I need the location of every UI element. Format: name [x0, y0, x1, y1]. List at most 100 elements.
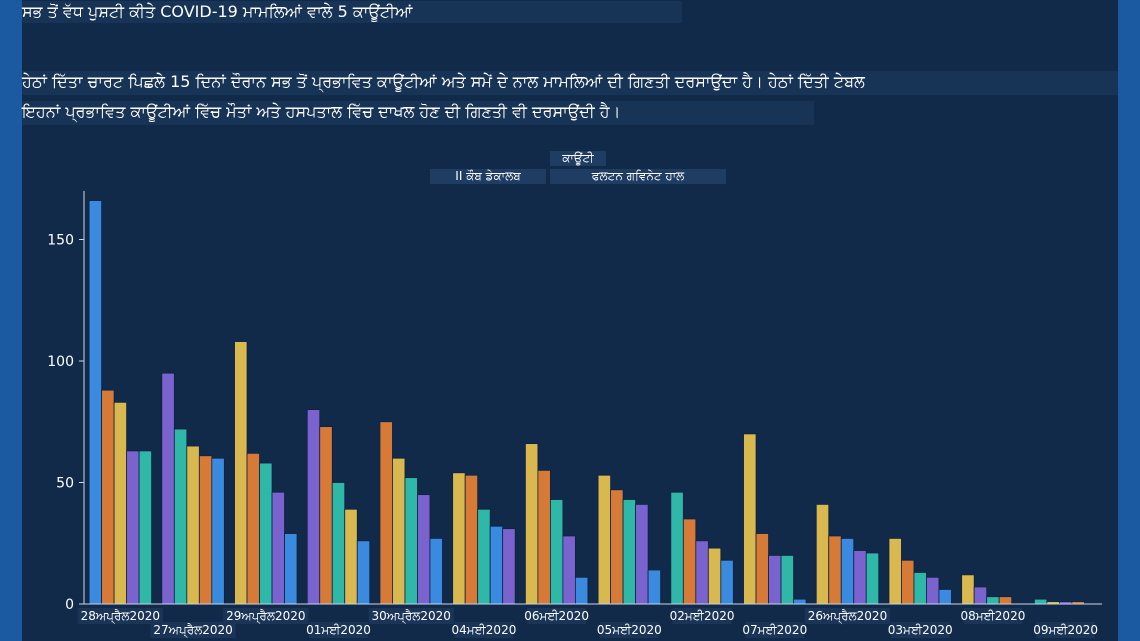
x-tick-label-bg	[804, 608, 891, 624]
bar	[429, 537, 443, 605]
x-tick-label-bg	[890, 622, 950, 638]
description-line-2: ਇਹਨਾਂ ਪ੍ਰਭਾਵਿਤ ਕਾਊਂਟੀਆਂ ਵਿੱਚ ਮੌਤਾਂ ਅਤੇ ਹ…	[22, 101, 814, 125]
bar	[815, 503, 830, 605]
bar	[926, 576, 940, 605]
bar	[986, 596, 1000, 605]
bar	[901, 559, 915, 605]
bar	[284, 533, 298, 605]
bar	[743, 433, 757, 605]
bar	[574, 576, 589, 605]
x-tick-label: 03ਮਈ2020	[888, 623, 953, 637]
x-tick-label-bg	[309, 622, 368, 638]
bar	[489, 525, 504, 605]
x-tick-label-bg	[368, 608, 454, 624]
bar	[913, 572, 927, 605]
bar	[973, 586, 988, 605]
x-tick-label: 26ਅਪ੍ਰੈਲ2020	[808, 609, 887, 624]
x-tick-label-bg	[745, 622, 805, 638]
page-heading: ਸਭ ਤੋਂ ਵੱਧ ਪੁਸ਼ਟੀ ਕੀਤੇ COVID-19 ਮਾਮਲਿਆਂ …	[22, 1, 682, 23]
x-tick-label: 05ਮਈ2020	[597, 623, 662, 637]
x-tick-label: 29ਅਪ੍ਰੈਲ2020	[226, 609, 305, 624]
x-tick-label: 07ਮਈ2020	[742, 623, 807, 637]
bar	[1033, 598, 1048, 605]
y-tick-label: 150	[47, 233, 74, 249]
x-tick-label-bg	[150, 622, 236, 638]
bar	[635, 503, 649, 605]
bar	[670, 491, 684, 605]
x-tick-label: 06ਮਈ2020	[524, 609, 589, 623]
bar	[198, 455, 213, 605]
y-tick-label: 50	[56, 476, 74, 492]
bar	[464, 474, 479, 605]
x-tick-label: 28ਅਪ੍ਰੈਲ2020	[81, 609, 160, 624]
x-tick-label: 02ਮਈ2020	[670, 609, 735, 623]
bar	[477, 508, 491, 605]
right-edge-band	[1118, 0, 1140, 641]
x-tick-label: 09ਮਈ2020	[1033, 623, 1098, 637]
bar	[562, 535, 576, 605]
bar	[720, 559, 734, 605]
bar	[186, 445, 200, 605]
bar	[88, 200, 103, 605]
bar	[271, 491, 285, 605]
bar	[101, 389, 115, 605]
x-tick-label: 30ਅਪ੍ਰੈਲ2020	[372, 609, 451, 624]
bar	[828, 535, 842, 605]
bar	[549, 499, 564, 605]
bar	[888, 537, 902, 605]
bar	[417, 494, 431, 605]
bar	[173, 428, 188, 605]
x-tick-label: 01ਮਈ2020	[306, 623, 371, 637]
x-tick-label: 04ਮਈ2020	[452, 623, 517, 637]
bar	[780, 555, 794, 605]
bar	[211, 457, 225, 605]
bar	[853, 550, 867, 605]
x-tick-label-bg	[963, 608, 1023, 624]
legend-entry-2[interactable]: ਫਲਟਨ ਗਵਿਨੇਟ ਹਾਲ	[550, 169, 726, 184]
x-tick-label-bg	[77, 608, 163, 624]
y-tick-label: 0	[65, 597, 74, 613]
bar	[840, 537, 855, 605]
bar	[647, 569, 662, 605]
bar	[793, 598, 807, 605]
x-tick-label-bg	[527, 608, 587, 624]
x-tick-label-bg	[1036, 622, 1096, 638]
chart-panel: ਸਭ ਤੋਂ ਵੱਧ ਪੁਸ਼ਟੀ ਕੀਤੇ COVID-19 ਮਾਮਲਿਆਂ …	[22, 0, 1118, 641]
x-tick-label: 08ਮਈ2020	[961, 609, 1026, 623]
bar	[622, 499, 637, 605]
bar	[707, 547, 722, 605]
x-tick-label-bg	[672, 608, 732, 624]
bar	[524, 443, 539, 605]
bar	[695, 540, 709, 605]
y-tick-label: 100	[47, 354, 74, 370]
bar	[319, 426, 333, 605]
bar	[768, 555, 782, 605]
x-tick-label-bg	[599, 622, 659, 638]
bar	[113, 401, 128, 605]
x-tick-label-bg	[223, 608, 309, 624]
bar	[259, 462, 273, 605]
bar	[356, 540, 371, 605]
bar	[138, 450, 153, 605]
bar	[610, 489, 624, 605]
bar	[452, 472, 466, 605]
bar	[404, 477, 418, 605]
bar	[682, 518, 697, 605]
bar	[597, 474, 612, 605]
bar-chart: 0 50 100 150 28ਅਪ੍ਰੈਲ202027ਅਪ੍ਰੈਲ202029ਅਪ੍ਰੈ…	[47, 190, 1102, 638]
bar	[998, 596, 1013, 605]
bar	[126, 450, 140, 605]
bar	[502, 528, 516, 605]
legend-title: ਕਾਊਂਟੀ	[550, 151, 606, 166]
bar	[161, 372, 175, 605]
x-tick-label-bg	[454, 622, 514, 638]
bar	[379, 421, 393, 605]
x-tick-label: 27ਅਪ੍ਰੈਲ2020	[153, 623, 232, 638]
legend-entry-1[interactable]: II ਕੌਬ ਡੇਕਾਲਬ	[430, 169, 546, 184]
left-edge-band	[0, 0, 22, 641]
bar	[234, 341, 248, 605]
bar	[938, 589, 952, 605]
description-line-1: ਹੇਠਾਂ ਦਿੱਤਾ ਚਾਰਟ ਪਿਛਲੇ 15 ਦਿਨਾਂ ਦੌਰਾਨ ਸਭ…	[22, 71, 1118, 95]
bar	[392, 457, 406, 605]
bar	[306, 409, 321, 605]
